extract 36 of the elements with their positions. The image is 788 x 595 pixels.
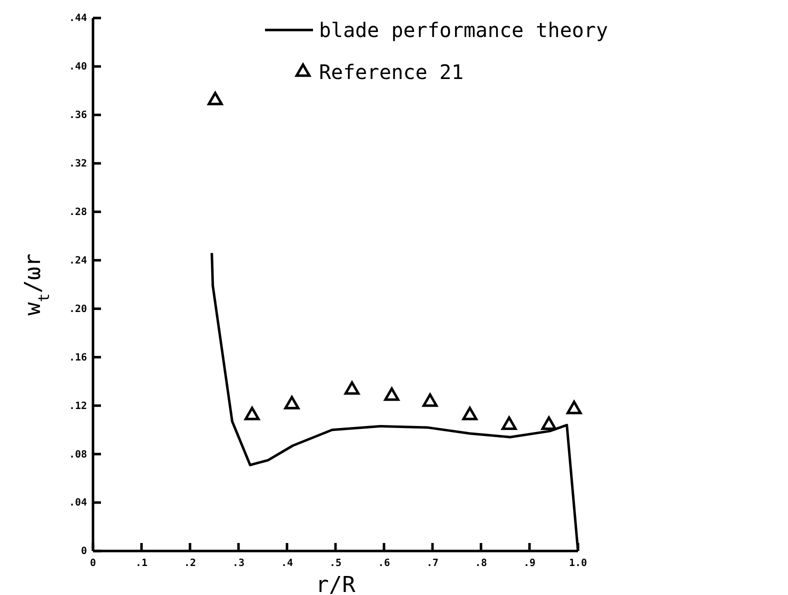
x-axis-title: r/R <box>316 573 356 595</box>
x-tick-label: .3 <box>232 558 245 570</box>
y-tick-label: .36 <box>68 110 87 122</box>
y-tick-label: .12 <box>68 400 87 412</box>
y-tick-label: .20 <box>68 304 87 315</box>
point <box>422 393 438 407</box>
legend-label: blade performance theory <box>319 18 608 42</box>
x-tick-label: .9 <box>523 558 536 570</box>
x-tick-label: .7 <box>426 558 439 570</box>
x-tick-label: .5 <box>329 558 342 570</box>
y-tick-label: 0 <box>80 546 87 558</box>
point <box>566 400 582 414</box>
y-tick-label: .04 <box>68 498 87 509</box>
x-tick-label: .4 <box>280 558 294 570</box>
point <box>462 406 478 420</box>
x-tick-label: .6 <box>378 558 390 570</box>
x-tick-label: .1 <box>135 558 148 570</box>
y-tick-label: .24 <box>68 255 87 266</box>
point <box>384 387 400 401</box>
x-tick-label: .8 <box>474 558 488 570</box>
y-tick-label: .28 <box>68 207 87 218</box>
point <box>502 416 517 430</box>
point <box>244 406 260 420</box>
y-tick-label: .16 <box>68 352 87 364</box>
y-tick-label: .32 <box>68 158 87 170</box>
y-tick-label: .08 <box>68 449 87 460</box>
point <box>541 416 557 430</box>
legend-label: Reference 21 <box>319 60 464 84</box>
x-tick-label: .2 <box>184 558 196 570</box>
point <box>208 92 223 106</box>
x-tick-label: 1.0 <box>568 558 588 570</box>
y-tick-label: .40 <box>68 62 87 73</box>
point <box>344 381 360 395</box>
y-tick-label: .44 <box>68 13 87 24</box>
point <box>284 396 300 410</box>
x-tick-label: 0 <box>90 558 96 570</box>
